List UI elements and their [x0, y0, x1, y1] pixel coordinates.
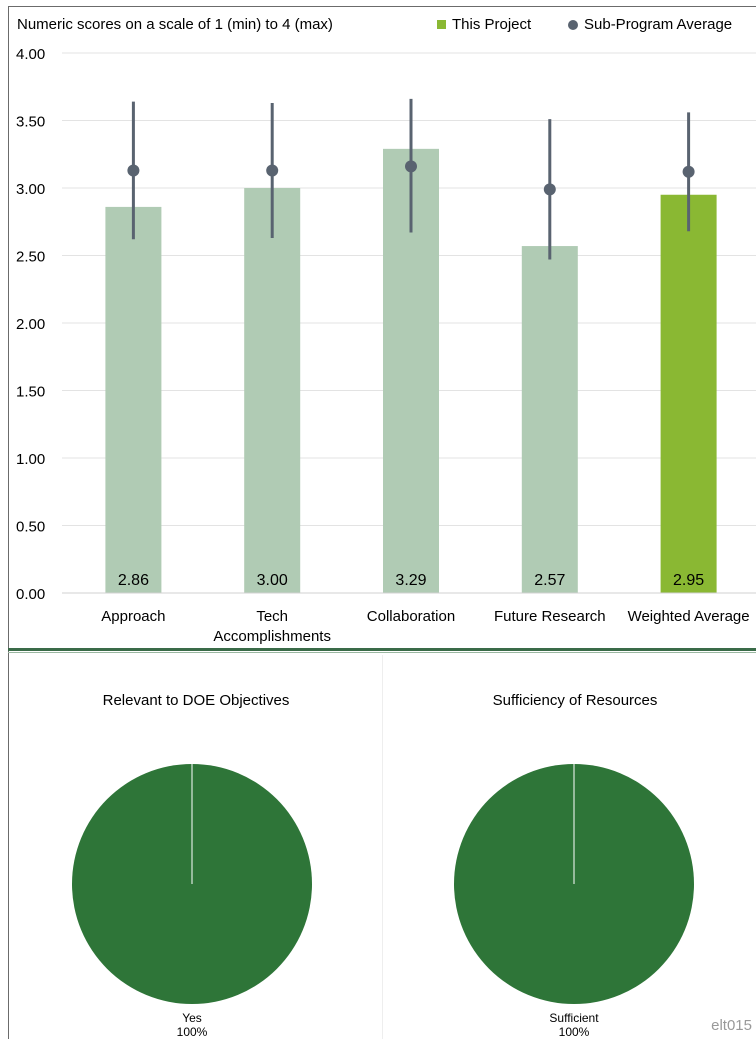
legend-swatch-sub-program-average — [568, 19, 578, 30]
x-tick-label: Tech — [256, 608, 288, 625]
y-tick-label: 3.00 — [16, 181, 45, 198]
bar — [105, 206, 162, 593]
bar — [244, 188, 301, 593]
y-tick-label: 4.00 — [16, 46, 45, 63]
bar-chart: 0.00 0.50 1.00 1.50 2.00 2.50 3.00 3.50 4.00 2.86… — [16, 46, 756, 645]
legend-item-this-project: This Project — [437, 16, 531, 33]
x-tick-label: Future Research — [494, 608, 606, 625]
legend-item-sub-program-average: Sub-Program Average — [568, 16, 732, 33]
pie-slice-percent: 100% — [177, 1025, 208, 1039]
bar-value-label: 2.86 — [118, 572, 149, 589]
x-tick-label: Weighted Average — [628, 608, 750, 625]
sub-program-average-marker — [543, 183, 556, 196]
sub-program-average-marker — [127, 164, 140, 177]
x-tick-label: Collaboration — [367, 608, 455, 625]
y-tick-label: 0.50 — [16, 519, 45, 536]
y-tick-label: 1.50 — [16, 384, 45, 401]
chart-subtitle: Numeric scores on a scale of 1 (min) to … — [17, 16, 333, 33]
pie-slice-label: Sufficient — [549, 1011, 599, 1025]
pie-charts: Relevant to DOE ObjectivesYes100%Suffici… — [72, 692, 694, 1039]
frame-left-border — [8, 6, 9, 1039]
pie-slice-label: Yes — [182, 1011, 202, 1025]
bar — [521, 246, 578, 594]
watermark: elt015 — [711, 1017, 752, 1034]
y-tick-label: 1.00 — [16, 451, 45, 468]
y-tick-label: 2.50 — [16, 249, 45, 266]
pie-slice-percent: 100% — [559, 1025, 590, 1039]
x-tick-label: Accomplishments — [213, 628, 331, 645]
pie-title: Relevant to DOE Objectives — [103, 692, 290, 709]
pie-title: Sufficiency of Resources — [493, 692, 658, 709]
bar — [660, 194, 717, 593]
bar-value-label: 2.57 — [534, 572, 565, 589]
pie-divider — [382, 655, 383, 1039]
legend-label-sub-program-average: Sub-Program Average — [584, 16, 733, 33]
y-tick-label: 0.00 — [16, 586, 45, 603]
frame-top-border — [8, 6, 756, 7]
sub-program-average-marker — [682, 165, 695, 178]
bar-value-label: 3.29 — [395, 572, 426, 589]
bar-value-label: 3.00 — [257, 572, 288, 589]
section-divider-line — [8, 652, 756, 653]
legend-label-this-project: This Project — [452, 16, 532, 33]
y-tick-label: 3.50 — [16, 114, 45, 131]
section-divider — [8, 648, 756, 651]
x-tick-label: Approach — [101, 608, 165, 625]
bar-value-label: 2.95 — [673, 572, 704, 589]
y-tick-label: 2.00 — [16, 316, 45, 333]
legend-swatch-this-project — [437, 20, 446, 29]
sub-program-average-marker — [405, 160, 417, 173]
sub-program-average-marker — [266, 164, 279, 177]
